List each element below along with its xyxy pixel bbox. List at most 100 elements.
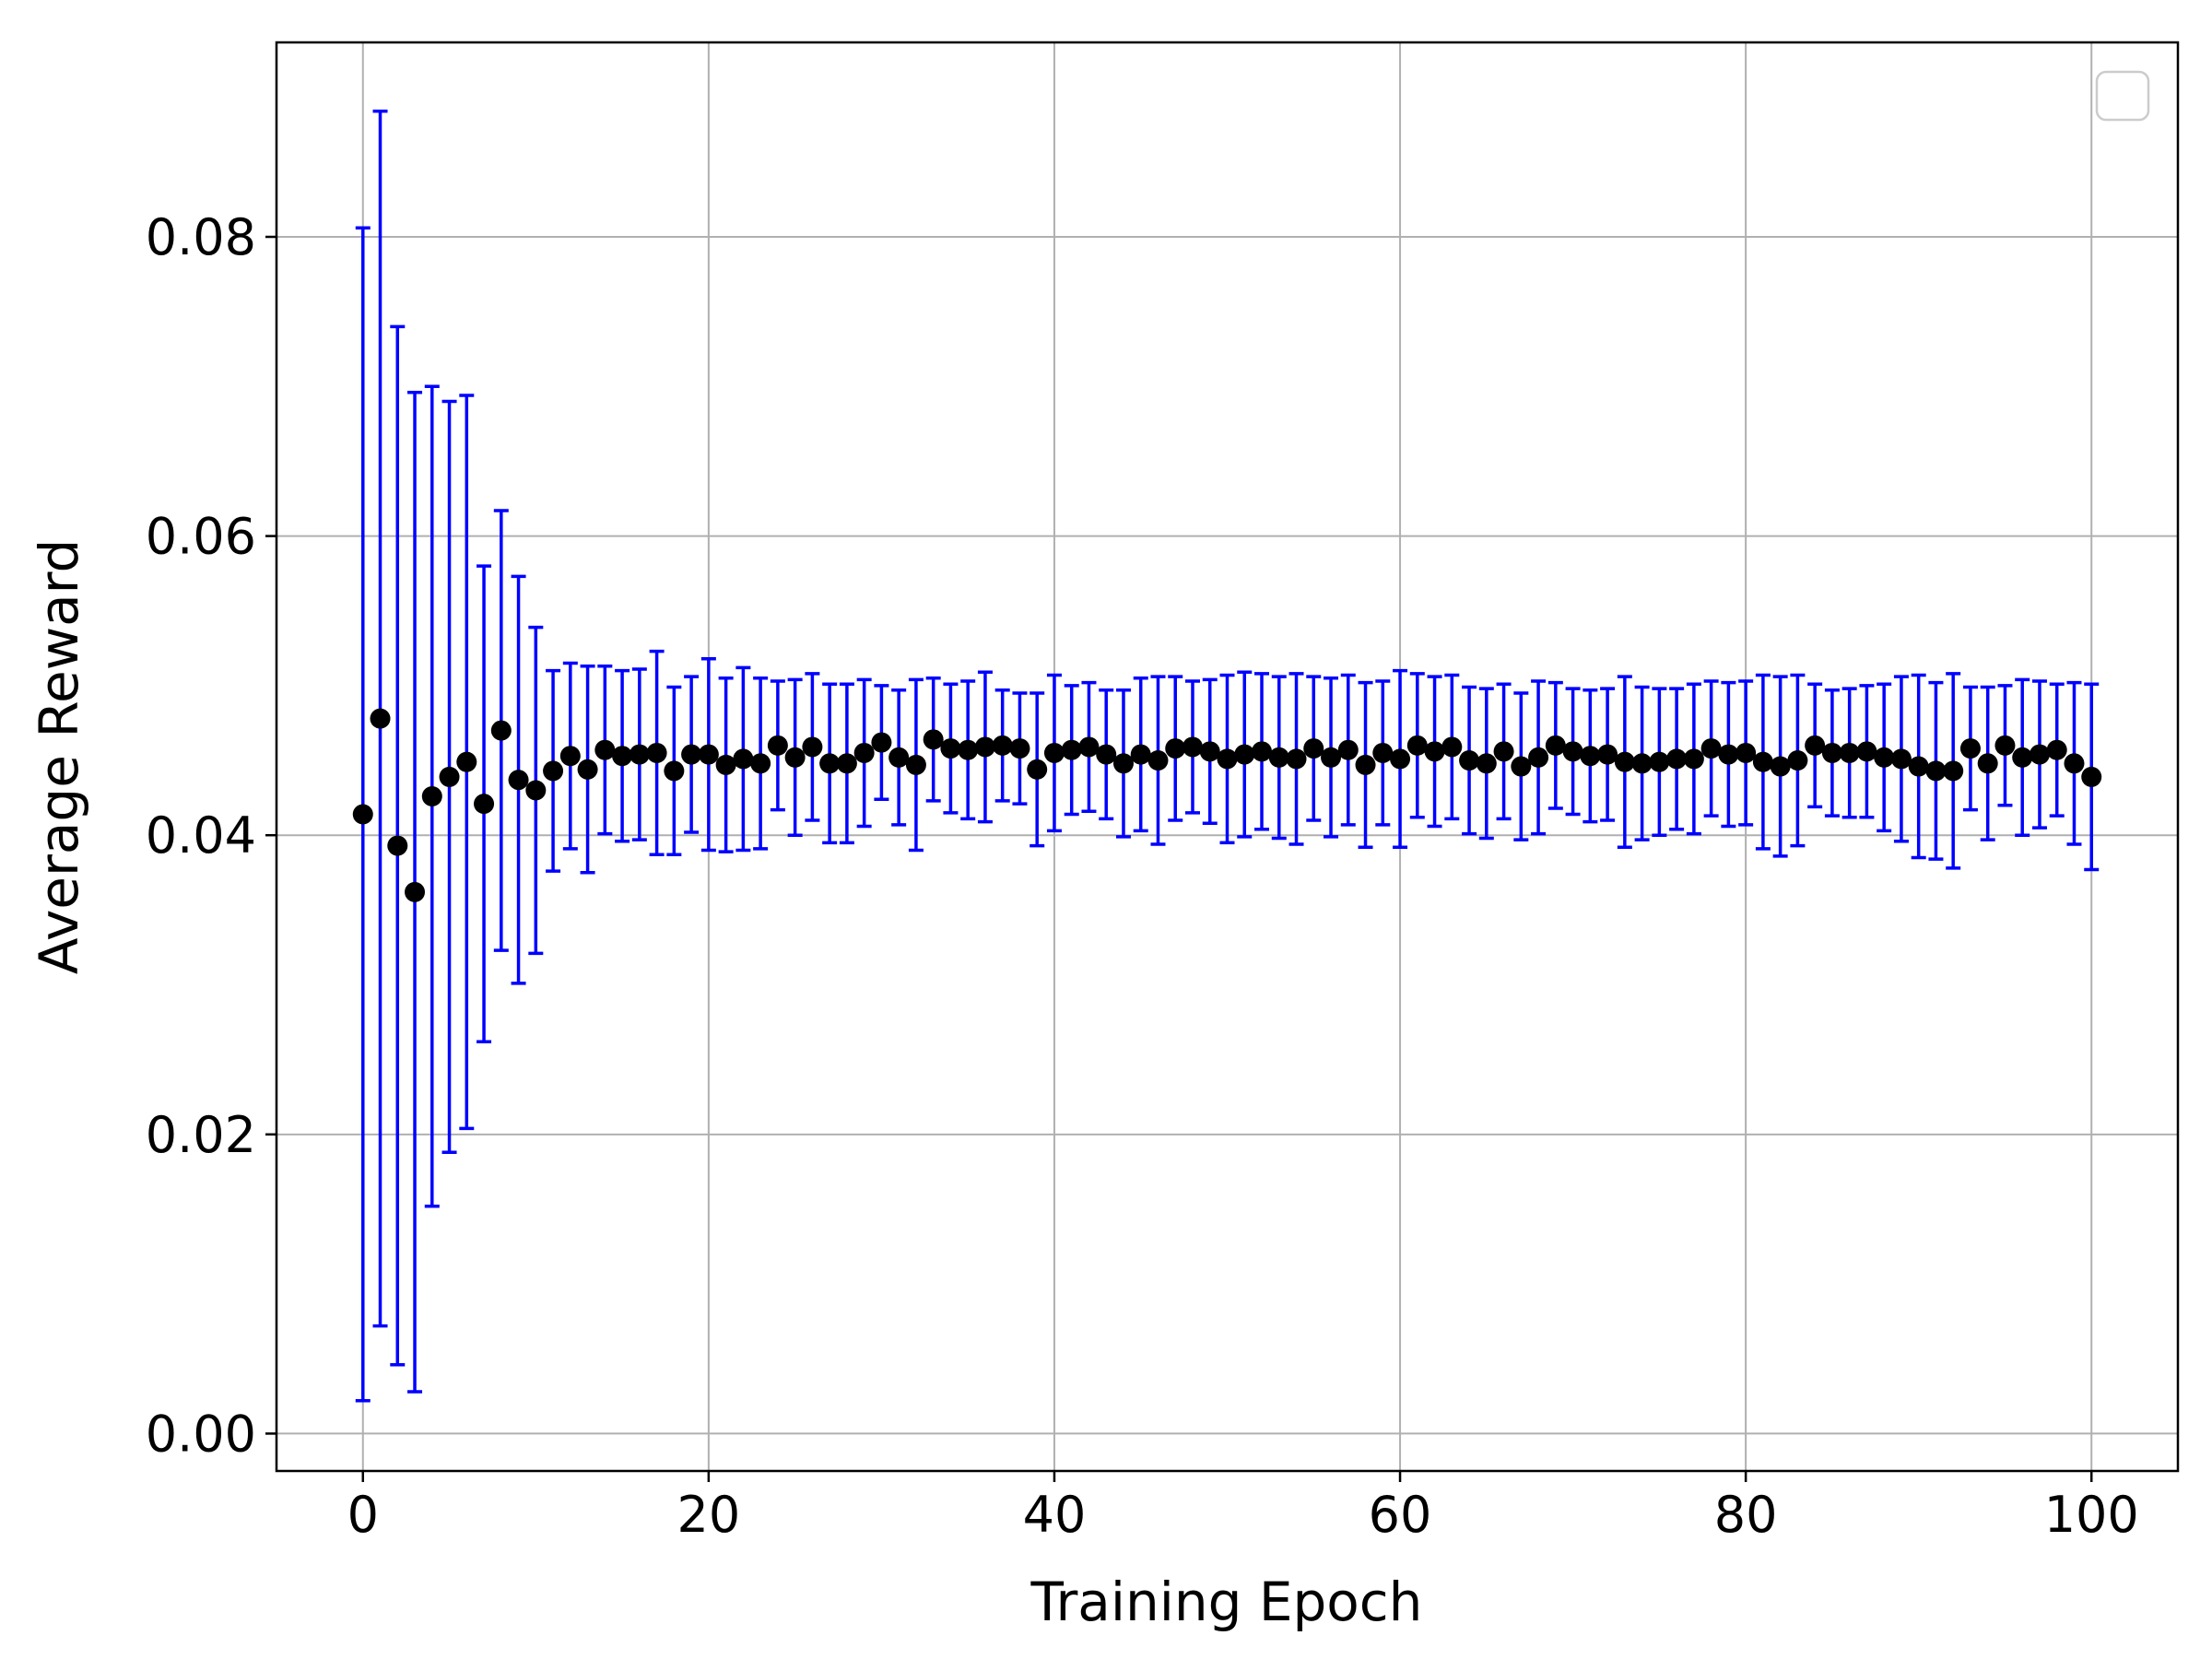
- data-point: [1078, 736, 1100, 758]
- data-point: [1735, 742, 1757, 763]
- data-point: [836, 753, 857, 774]
- data-point: [1009, 738, 1030, 759]
- data-point: [1355, 754, 1376, 775]
- data-point: [1476, 753, 1497, 774]
- data-point: [559, 746, 581, 767]
- data-point: [1890, 748, 1912, 770]
- data-point: [853, 742, 875, 763]
- legend-box: [2095, 70, 2150, 122]
- data-point: [1043, 742, 1065, 763]
- y-axis-ticks: 0.00 0.02 0.04 0.06 0.08: [146, 208, 276, 1463]
- data-point: [1061, 739, 1082, 760]
- data-point: [1321, 747, 1342, 768]
- data-point: [1805, 735, 1826, 756]
- data-point: [421, 786, 442, 807]
- x-axis-label: Training Epoch: [1030, 1571, 1423, 1633]
- data-point: [1597, 744, 1618, 765]
- data-point: [439, 766, 460, 787]
- data-points: [352, 708, 2102, 902]
- data-point: [802, 736, 823, 758]
- data-point: [1130, 744, 1151, 765]
- data-point: [664, 760, 685, 782]
- data-point: [940, 738, 961, 759]
- data-point: [1943, 760, 1964, 782]
- y-axis-label: Average Reward: [28, 539, 90, 975]
- data-point: [1390, 748, 1411, 770]
- data-point: [525, 780, 547, 801]
- data-point: [594, 739, 616, 760]
- data-point: [784, 747, 806, 768]
- data-point: [1925, 760, 1947, 782]
- data-point: [1424, 741, 1445, 762]
- data-point: [1286, 748, 1307, 770]
- data-point: [405, 881, 426, 902]
- data-point: [1182, 736, 1203, 758]
- data-point: [1666, 748, 1688, 770]
- data-point: [1511, 756, 1532, 777]
- data-point: [387, 835, 408, 856]
- data-point: [1718, 744, 1739, 765]
- data-point: [370, 708, 391, 729]
- data-point: [958, 739, 979, 760]
- data-point: [1977, 753, 1998, 774]
- data-point: [2064, 753, 2085, 774]
- data-point: [1303, 738, 1324, 759]
- data-point: [1372, 742, 1394, 763]
- data-point: [1112, 753, 1134, 774]
- data-point: [750, 753, 771, 774]
- data-point: [2046, 739, 2067, 760]
- data-point: [767, 735, 788, 756]
- y-tick-label: 0.08: [146, 208, 256, 266]
- x-tick-label: 80: [1714, 1486, 1778, 1544]
- data-point: [629, 744, 650, 765]
- data-point: [1683, 748, 1704, 770]
- plot-frame: [275, 41, 2180, 1473]
- data-point: [1562, 741, 1583, 762]
- data-point: [905, 754, 926, 775]
- data-point: [352, 804, 373, 825]
- data-point: [1217, 748, 1238, 770]
- data-point: [508, 770, 529, 791]
- data-point: [1165, 738, 1186, 759]
- data-point: [715, 754, 736, 775]
- data-point: [1631, 753, 1653, 774]
- data-point: [456, 751, 477, 772]
- data-point: [1096, 744, 1117, 765]
- y-tick-label: 0.06: [146, 508, 256, 566]
- data-point: [2029, 744, 2050, 765]
- data-point: [1252, 741, 1273, 762]
- data-point: [1994, 735, 2016, 756]
- data-point: [992, 735, 1013, 756]
- x-tick-label: 100: [2044, 1486, 2139, 1544]
- data-point: [923, 729, 944, 750]
- data-point: [1493, 741, 1514, 762]
- data-point: [1268, 747, 1289, 768]
- data-point: [577, 759, 598, 780]
- data-point: [888, 747, 910, 768]
- data-point: [1874, 747, 1895, 768]
- y-tick-label: 0.00: [146, 1405, 256, 1463]
- data-point: [681, 744, 702, 765]
- data-point: [1614, 751, 1635, 772]
- data-point: [543, 760, 564, 782]
- data-point: [1821, 742, 1842, 763]
- data-point: [1770, 756, 1791, 777]
- y-tick-label: 0.04: [146, 806, 256, 865]
- data-point: [733, 748, 754, 770]
- x-axis-ticks: 0 20 40 60 80 100: [347, 1471, 2139, 1544]
- data-point: [819, 753, 841, 774]
- data-point: [1406, 735, 1428, 756]
- data-point: [1337, 739, 1359, 760]
- data-point: [1459, 750, 1480, 771]
- data-point: [1027, 759, 1048, 780]
- data-point: [1959, 738, 1981, 759]
- data-point: [474, 794, 495, 815]
- data-point: [2012, 747, 2033, 768]
- x-tick-label: 0: [347, 1486, 379, 1544]
- data-point: [1234, 744, 1255, 765]
- data-point: [1580, 746, 1601, 767]
- x-tick-label: 60: [1369, 1486, 1432, 1544]
- data-point: [1856, 741, 1877, 762]
- data-point: [1147, 750, 1169, 771]
